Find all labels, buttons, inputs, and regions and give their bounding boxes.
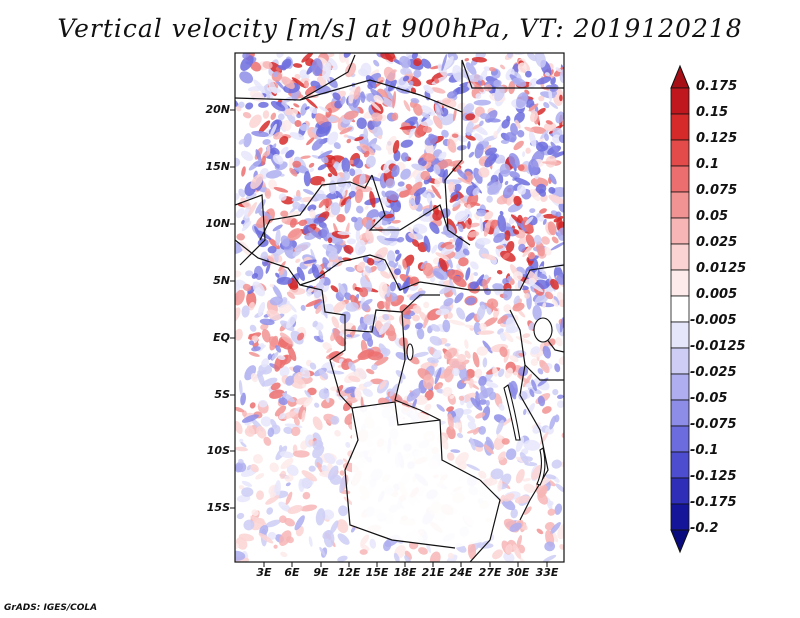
map-frame bbox=[234, 52, 565, 563]
latitude-label: EQ bbox=[213, 331, 230, 344]
lakes bbox=[406, 317, 553, 486]
longitude-label: 30E bbox=[506, 566, 530, 579]
colorbar-label: 0.15 bbox=[696, 105, 729, 120]
colorbar-segment bbox=[670, 165, 690, 193]
latitude-label: 10N bbox=[205, 217, 230, 230]
longitude-label: 6E bbox=[284, 566, 300, 579]
colorbar-label: -0.005 bbox=[690, 313, 737, 328]
colorbar-label: 0.1 bbox=[696, 157, 720, 172]
longitude-label: 18E bbox=[393, 566, 417, 579]
grads-credit: GrADS: IGES/COLA bbox=[4, 603, 98, 613]
colorbar-label: -0.175 bbox=[690, 495, 737, 510]
axis-ticks bbox=[230, 109, 548, 567]
colorbar-segment bbox=[670, 191, 690, 219]
colorbar-segment bbox=[670, 295, 690, 323]
colorbar-label: 0.175 bbox=[696, 79, 738, 94]
longitude-label: 27E bbox=[478, 566, 502, 579]
colorbar-label: -0.075 bbox=[690, 417, 737, 432]
colorbar-segment bbox=[670, 243, 690, 271]
longitude-label: 3E bbox=[256, 566, 272, 579]
colorbar-label: -0.025 bbox=[690, 365, 737, 380]
latitude-label: 5N bbox=[213, 274, 230, 287]
colorbar-segment bbox=[670, 217, 690, 245]
colorbar-segment bbox=[670, 347, 690, 375]
latitude-label: 15S bbox=[206, 501, 230, 514]
colorbar-label: 0.025 bbox=[696, 235, 738, 250]
latitude-label: 15N bbox=[205, 160, 230, 173]
colorbar-segment bbox=[670, 477, 690, 505]
colorbar-max-arrow bbox=[670, 64, 690, 89]
longitude-label: 15E bbox=[365, 566, 389, 579]
colorbar-label: -0.2 bbox=[690, 521, 719, 536]
colorbar-segment bbox=[670, 503, 690, 531]
latitude-label: 5S bbox=[214, 388, 230, 401]
colorbar-segment bbox=[670, 113, 690, 141]
colorbar-label: 0.005 bbox=[696, 287, 738, 302]
colorbar-label: -0.0125 bbox=[690, 339, 746, 354]
colorbar-label: -0.1 bbox=[690, 443, 719, 458]
country-borders bbox=[235, 54, 564, 562]
colorbar-segment bbox=[670, 425, 690, 453]
colorbar-segment bbox=[670, 87, 690, 115]
colorbar-segment bbox=[670, 321, 690, 349]
colorbar bbox=[670, 64, 690, 554]
colorbar-segment bbox=[670, 451, 690, 479]
velocity-field bbox=[235, 53, 564, 562]
colorbar-label: 0.075 bbox=[696, 183, 738, 198]
latitude-label: 20N bbox=[205, 103, 230, 116]
longitude-label: 24E bbox=[449, 566, 473, 579]
colorbar-label: 0.0125 bbox=[696, 261, 747, 276]
latitude-label: 10S bbox=[206, 444, 230, 457]
colorbar-label: -0.125 bbox=[690, 469, 737, 484]
colorbar-label: 0.05 bbox=[696, 209, 729, 224]
longitude-label: 21E bbox=[421, 566, 445, 579]
colorbar-segment bbox=[670, 399, 690, 427]
longitude-label: 9E bbox=[313, 566, 329, 579]
colorbar-segment bbox=[670, 373, 690, 401]
colorbar-segment bbox=[670, 139, 690, 167]
longitude-label: 33E bbox=[535, 566, 559, 579]
map-title: Vertical velocity [m/s] at 900hPa, VT: 2… bbox=[57, 14, 743, 43]
colorbar-segment bbox=[670, 269, 690, 297]
colorbar-label: 0.125 bbox=[696, 131, 738, 146]
colorbar-label: -0.05 bbox=[690, 391, 728, 406]
longitude-label: 12E bbox=[337, 566, 361, 579]
colorbar-min-arrow bbox=[670, 529, 690, 554]
